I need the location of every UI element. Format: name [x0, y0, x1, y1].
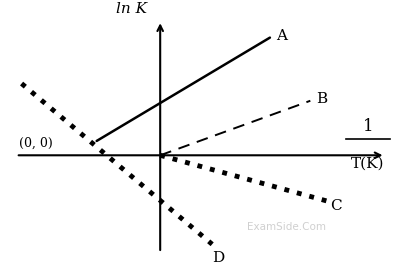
Text: C: C [330, 199, 342, 213]
Text: D: D [212, 251, 224, 265]
Text: ExamSide.Com: ExamSide.Com [247, 222, 326, 232]
Text: A: A [276, 29, 287, 43]
Text: B: B [316, 92, 327, 106]
Text: (0, 0): (0, 0) [19, 137, 53, 150]
Text: ln K: ln K [116, 2, 147, 16]
Text: T(K): T(K) [351, 157, 385, 171]
Text: 1: 1 [363, 118, 373, 135]
